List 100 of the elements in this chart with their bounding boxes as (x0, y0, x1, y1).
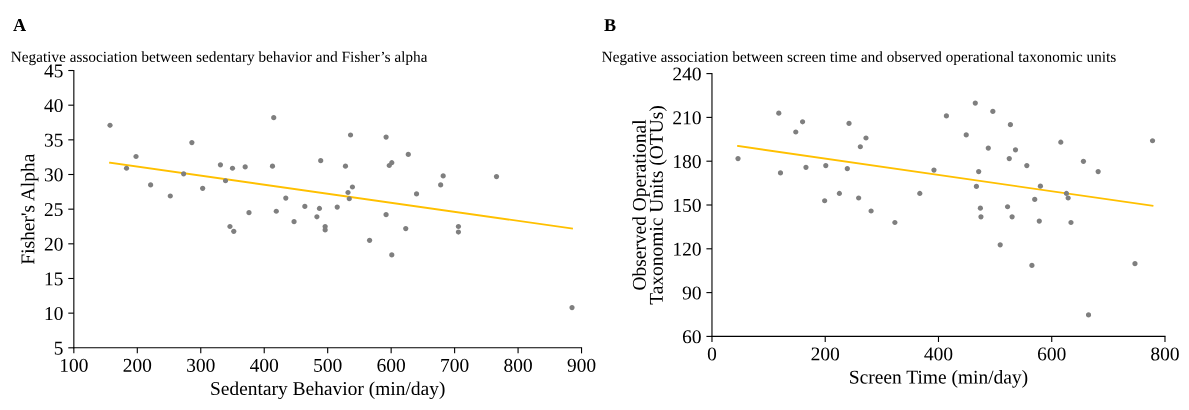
point (273, 208, 279, 214)
point (1024, 162, 1030, 169)
point (181, 171, 187, 177)
point (856, 195, 862, 201)
point (167, 193, 173, 199)
point (291, 219, 297, 225)
y-tick-label: 20 (44, 237, 63, 251)
point (269, 163, 276, 169)
x-tick-label: 100 (60, 358, 88, 372)
point (985, 145, 991, 151)
y-tick-label: 30 (44, 168, 63, 182)
point (107, 122, 113, 128)
point (389, 252, 395, 258)
point (440, 173, 446, 179)
point (217, 162, 224, 168)
point (493, 173, 500, 180)
point (316, 205, 323, 212)
point (302, 203, 308, 209)
y-tick-label: 120 (674, 242, 701, 256)
x-axis-title: Screen Time (min/day) (850, 370, 1028, 388)
y-tick-label: 90 (682, 286, 701, 300)
point (917, 190, 923, 197)
point (1036, 218, 1042, 224)
point (242, 164, 248, 170)
y-tick-label: 40 (44, 99, 63, 113)
x-tick-label: 400 (924, 347, 953, 361)
y-tick-label: 150 (674, 198, 701, 212)
point (322, 227, 328, 233)
point (1058, 139, 1064, 145)
point (271, 115, 277, 121)
point (1032, 196, 1038, 203)
point (200, 185, 206, 191)
point (1085, 312, 1092, 318)
x-tick-label: 800 (504, 358, 532, 372)
point (973, 183, 980, 190)
point (823, 162, 829, 169)
point (977, 205, 983, 211)
point (836, 190, 842, 197)
point (403, 225, 409, 232)
point (229, 165, 236, 171)
x-tick-label: 300 (187, 358, 215, 372)
point (438, 182, 444, 188)
point (931, 167, 937, 173)
point (1029, 262, 1035, 269)
point (822, 198, 828, 204)
x-tick-label: 400 (250, 358, 279, 372)
chart-subtitle: Negative association between screen time and observed operational taxonomic units (602, 51, 1116, 66)
point (943, 113, 949, 119)
point (189, 140, 195, 146)
point (405, 151, 411, 157)
point (227, 223, 233, 230)
point (1004, 204, 1011, 210)
x-tick-label: 0 (707, 347, 717, 361)
point (314, 214, 320, 220)
point (990, 108, 996, 115)
point (844, 166, 850, 172)
point (133, 153, 139, 160)
point (863, 135, 869, 141)
point (413, 191, 420, 197)
point (777, 170, 784, 176)
x-tick-label: 600 (1037, 347, 1066, 361)
point (383, 134, 389, 140)
point (963, 132, 969, 138)
y-tick-label: 35 (44, 133, 63, 147)
x-tick-label: 900 (567, 358, 596, 372)
point (776, 110, 782, 116)
point (976, 168, 982, 175)
point (455, 229, 462, 235)
point (283, 195, 289, 201)
point (857, 144, 863, 150)
y-tick-label: 240 (673, 67, 701, 81)
y-tick-label: 180 (674, 155, 701, 169)
point (793, 129, 799, 135)
x-tick-label: 500 (314, 358, 342, 372)
point (803, 164, 809, 170)
point (123, 165, 130, 171)
point (972, 100, 978, 106)
x-tick-label: 700 (441, 358, 469, 372)
point (1006, 155, 1012, 162)
x-tick-label: 600 (377, 358, 405, 372)
y-tick-label: 25 (44, 203, 63, 217)
point (1132, 261, 1138, 267)
point (1009, 214, 1015, 220)
point (222, 178, 229, 184)
point (346, 196, 352, 202)
point (1149, 138, 1156, 144)
point (868, 208, 874, 214)
point (455, 223, 462, 230)
y-tick-label: 10 (45, 306, 63, 321)
point (1037, 183, 1043, 189)
x-axis-title: Sedentary Behavior (min/day) (211, 381, 445, 400)
point (1065, 195, 1071, 201)
y-tick-label: 60 (682, 330, 701, 344)
point (148, 182, 154, 188)
point (1063, 190, 1070, 197)
x-tick-label: 800 (1151, 347, 1179, 361)
point (231, 228, 237, 234)
x-tick-label: 200 (811, 347, 840, 361)
y-tick-label: 45 (44, 64, 63, 78)
y-axis-title: Fisher's Alpha (20, 153, 39, 265)
